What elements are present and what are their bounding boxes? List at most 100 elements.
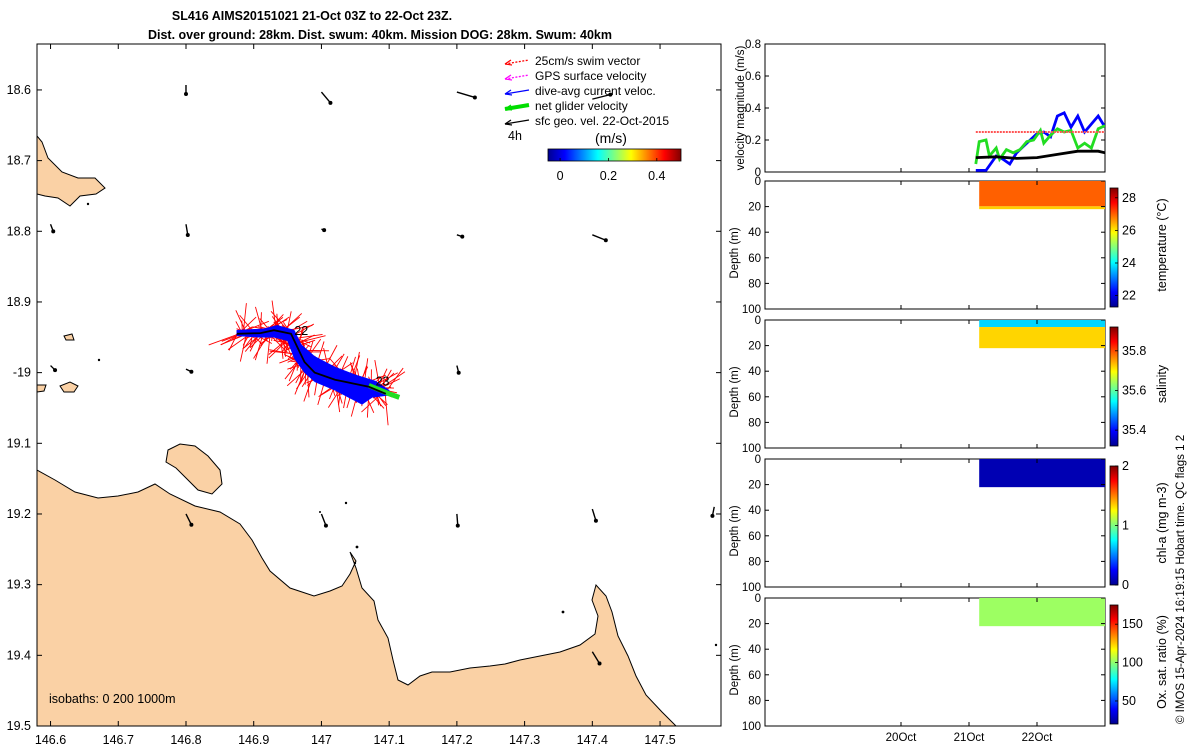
sfc-vector [591,651,601,664]
sfc-vector-head [323,523,328,528]
map-x-tick-label: 146.9 [238,733,269,747]
depth-tick-label: 40 [748,644,761,656]
legend-label: net glider velocity [535,99,628,113]
vel-y-tick-label: 0 [755,167,761,179]
nw-land [37,135,106,207]
profile-colorbar [1109,604,1119,725]
vel-y-tick-label: 0.6 [745,71,761,83]
depth-tick-label: 60 [748,531,761,543]
velocity-series [974,110,1105,172]
depth-tick-label: 60 [748,670,761,682]
time-axis-ticks: 20Oct 21Oct 22Oct [886,732,1053,744]
island-small-2 [63,333,75,341]
cbar-tick-label: 150 [1122,617,1143,631]
velocity-colorbar-ticks: 0 0.2 0.4 [557,158,666,183]
sfc-vector [592,93,611,100]
legend-label: GPS surface velocity [535,69,646,83]
map-y-tick-label: 19.2 [7,507,31,521]
cbar-label: chl-a (mg m-3) [1155,482,1169,563]
time-tick-label: 21Oct [954,732,985,744]
velocity-colorbar [547,148,682,162]
map-y-tick-label: 18.7 [7,154,31,168]
map-content: 22 23 isobaths: 0 200 1000m [37,84,718,726]
velocity-ylabel: velocity magnitude (m/s) [735,46,747,171]
cbar-tick-label: 35.4 [1122,423,1146,437]
depth-tick-label: 80 [748,695,761,707]
velocity-panel: 0 0.2 0.4 0.6 0.8 velocity magnitude (m/s) [735,39,1106,179]
cbar-tick-label: 1 [1122,519,1129,533]
time-tick-label: 22Oct [1022,732,1053,744]
legend-arrowhead [504,104,513,111]
map-y-tick-label: 18.9 [7,295,31,309]
cbar-tick-label: 35.8 [1122,344,1146,358]
vel-y-tick-label: 0.8 [745,39,761,51]
sfc-vector-head [593,518,598,523]
depth-tick-label: 0 [755,454,761,466]
cbar-tick-label: 26 [1122,223,1136,237]
map-x-tick-label: 147.1 [374,733,405,747]
vel-y-tick-label: 0.2 [745,135,761,147]
legend-arrowhead [504,119,513,126]
map-y-tick-label: 19.1 [7,436,31,450]
profile-data-layer [979,598,1105,627]
island-large [165,443,223,495]
profile-data-layer [979,181,1105,207]
map-y-tick-label: -19 [13,366,31,380]
depth-tick-label: 80 [748,278,761,290]
depth-tick-label: 0 [755,593,761,605]
swim-vector [384,393,389,426]
map-x-tick-label: 147.2 [441,733,472,747]
sfc-vector [320,513,327,526]
velocity-y-ticks: 0 0.2 0.4 0.6 0.8 [745,39,1105,179]
legend-label: 25cm/s swim vector [535,54,640,68]
cbar-tick-label: 22 [1122,289,1136,303]
map-y-tick-label: 19.3 [7,578,31,592]
sfc-vector-head [472,95,477,100]
cbar-tick-label: 100 [1122,656,1143,670]
sfc-vector-head [53,368,58,373]
cbar-tick-label: 24 [1122,256,1136,270]
velocity-frame [764,43,1106,173]
profile-panel-chla: 0 20 40 60 80 100 Depth (m) 2 1 0 chl-a (mg m-3) [729,454,1169,594]
island-small-3 [37,384,47,393]
profile-data-layer [979,320,1105,328]
map-x-tick-label: 146.8 [170,733,201,747]
title-line-2: Dist. over ground: 28km. Dist. swum: 40k… [148,28,612,42]
legend-swatch [504,103,530,111]
sfc-vector [185,513,193,526]
depth-axis-label: Depth (m) [729,366,741,417]
profile-panel-oxsat: 0 20 40 60 80 100 Depth (m) 150 100 50 Ox. sat. ra… [729,593,1169,733]
map-y-tick-label: 19.5 [7,719,31,733]
cbar-tick-label: 28 [1122,191,1136,205]
legend-time-label: 4h [508,129,522,143]
depth-tick-label: 100 [742,721,761,733]
legend-arrowhead [504,59,513,66]
map-axis-ticks: 146.6 146.7 146.8 146.9 147 147.1 147.2 147.3 14… [7,44,721,747]
depth-tick-label: 100 [742,304,761,316]
cbar-tick-label: 2 [1122,459,1129,473]
colorbar-tick-label: 0.2 [600,169,617,183]
depth-tick-label: 20 [748,202,761,214]
glider-track [236,329,387,395]
sfc-vector-head [185,233,190,238]
mainland-land [37,469,677,726]
legend-swatch [504,119,530,125]
cbar-tick-label: 50 [1122,694,1136,708]
map-x-tick-label: 147.5 [644,733,675,747]
legend-item: GPS surface velocity [504,69,646,83]
depth-tick-label: 100 [742,443,761,455]
legend-swatch [504,59,530,65]
sfc-vector-head [189,369,194,374]
legend-label: sfc geo. vel. 22-Oct-2015 [535,114,669,128]
sfc-vector-head [189,522,194,527]
sfc-geo-vectors [49,84,715,666]
depth-tick-label: 20 [748,619,761,631]
cbar-label: temperature (°C) [1155,198,1169,291]
map-y-tick-label: 19.4 [7,648,31,662]
sfc-vector [320,91,331,104]
map-x-tick-label: 146.6 [35,733,66,747]
cbar-label: salinity [1155,364,1169,403]
depth-axis-label: Depth (m) [729,644,741,695]
